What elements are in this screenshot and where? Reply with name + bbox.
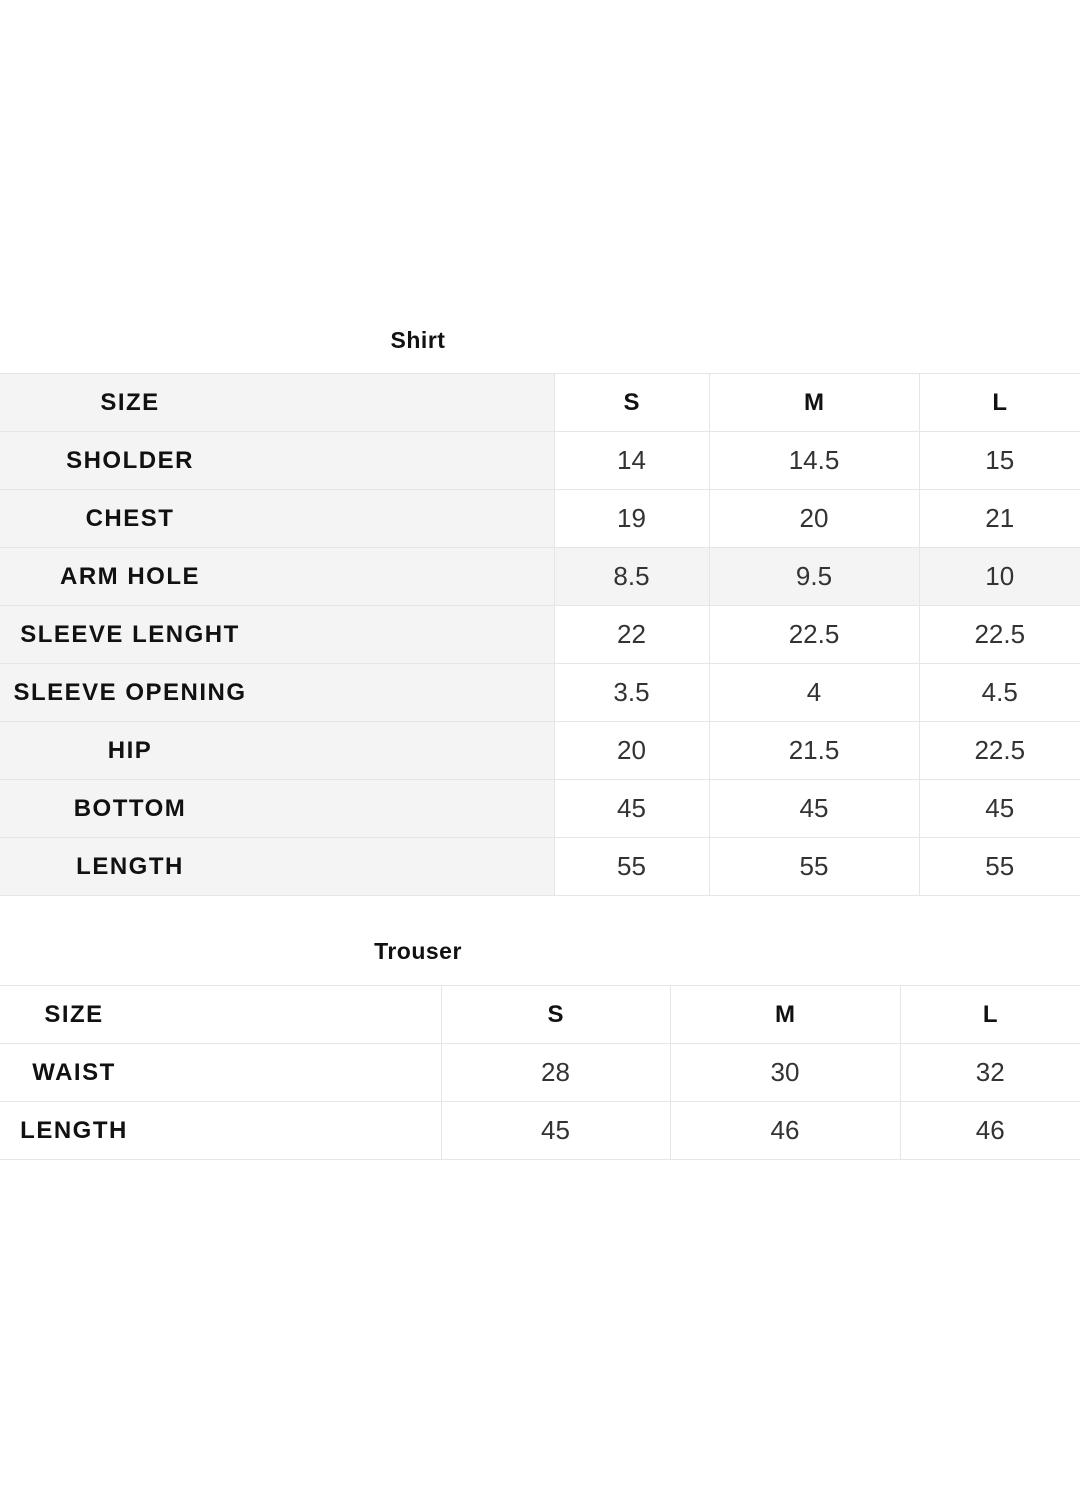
- shirt-size-table: SIZE S M L SHOLDER 14 14.5 15 CHEST 19 20 21 ARM HOL…: [0, 373, 1080, 896]
- row-label-text: SIZE: [100, 388, 160, 416]
- measurement-cell: 14.5: [708, 431, 920, 490]
- size-header: S: [553, 373, 710, 432]
- row-label: SHOLDER: [0, 431, 555, 490]
- table-row: SLEEVE LENGHT 22 22.5 22.5: [0, 605, 1080, 664]
- trouser-title: Trouser: [374, 938, 462, 964]
- measurement-cell: 22: [553, 605, 710, 664]
- size-header: M: [708, 373, 920, 432]
- measurement-cell: 55: [918, 837, 1080, 896]
- measurement-cell: 3.5: [553, 663, 710, 722]
- measurement-cell: 21.5: [708, 721, 920, 780]
- measurement-cell: 46: [669, 1101, 901, 1160]
- measurement-cell: 20: [708, 489, 920, 548]
- measurement-cell: 46: [899, 1101, 1080, 1160]
- measurement-cell: 45: [440, 1101, 671, 1160]
- measurement-cell: 22.5: [918, 605, 1080, 664]
- shirt-title: Shirt: [390, 327, 446, 353]
- measurement-cell: 20: [553, 721, 710, 780]
- measurement-cell: 32: [899, 1043, 1080, 1102]
- row-label: LENGTH: [0, 1101, 442, 1160]
- header-row: SIZE S M L: [0, 985, 1080, 1044]
- row-label-text: BOTTOM: [73, 794, 187, 822]
- row-label-text: SHOLDER: [66, 446, 194, 474]
- row-label: SLEEVE OPENING: [0, 663, 555, 722]
- row-label-text: SLEEVE OPENING: [13, 678, 247, 706]
- row-label: ARM HOLE: [0, 547, 555, 606]
- table-row: LENGTH 55 55 55: [0, 837, 1080, 896]
- row-label: CHEST: [0, 489, 555, 548]
- row-label-text: WAIST: [32, 1058, 116, 1086]
- measurement-cell: 45: [918, 779, 1080, 838]
- table-row: SHOLDER 14 14.5 15: [0, 431, 1080, 490]
- measurement-cell: 10: [918, 547, 1080, 606]
- table-row: HIP 20 21.5 22.5: [0, 721, 1080, 780]
- trouser-size-table: SIZE S M L WAIST 28 30 32 LENGTH 45 46 46: [0, 985, 1080, 1160]
- row-label-text: LENGTH: [20, 1116, 128, 1144]
- size-header: M: [669, 985, 901, 1044]
- row-label: BOTTOM: [0, 779, 555, 838]
- measurement-cell: 30: [669, 1043, 901, 1102]
- row-label: HIP: [0, 721, 555, 780]
- measurement-cell: 22.5: [918, 721, 1080, 780]
- table-row: BOTTOM 45 45 45: [0, 779, 1080, 838]
- measurement-cell: 45: [553, 779, 710, 838]
- measurement-cell: 9.5: [708, 547, 920, 606]
- measurement-cell: 19: [553, 489, 710, 548]
- measurement-cell: 55: [553, 837, 710, 896]
- table-row: LENGTH 45 46 46: [0, 1101, 1080, 1160]
- measurement-cell: 8.5: [553, 547, 710, 606]
- row-label-text: HIP: [107, 736, 153, 764]
- row-label-text: CHEST: [85, 504, 175, 532]
- measurement-cell: 21: [918, 489, 1080, 548]
- size-header: S: [440, 985, 671, 1044]
- row-label-text: ARM HOLE: [60, 562, 200, 590]
- table-row: SLEEVE OPENING 3.5 4 4.5: [0, 663, 1080, 722]
- row-label: LENGTH: [0, 837, 555, 896]
- table-row: CHEST 19 20 21: [0, 489, 1080, 548]
- measurement-cell: 4: [708, 663, 920, 722]
- measurement-cell: 22.5: [708, 605, 920, 664]
- row-label: SIZE: [0, 985, 442, 1044]
- measurement-cell: 14: [553, 431, 710, 490]
- row-label-text: SLEEVE LENGHT: [20, 620, 240, 648]
- table-row: ARM HOLE 8.5 9.5 10: [0, 547, 1080, 606]
- row-label: SIZE: [0, 373, 555, 432]
- row-label-text: SIZE: [44, 1000, 104, 1028]
- table-row: WAIST 28 30 32: [0, 1043, 1080, 1102]
- header-row: SIZE S M L: [0, 373, 1080, 432]
- row-label-text: LENGTH: [76, 852, 184, 880]
- row-label: WAIST: [0, 1043, 442, 1102]
- size-header: L: [899, 985, 1080, 1044]
- size-header: L: [918, 373, 1080, 432]
- measurement-cell: 45: [708, 779, 920, 838]
- measurement-cell: 15: [918, 431, 1080, 490]
- measurement-cell: 4.5: [918, 663, 1080, 722]
- measurement-cell: 55: [708, 837, 920, 896]
- row-label: SLEEVE LENGHT: [0, 605, 555, 664]
- measurement-cell: 28: [440, 1043, 671, 1102]
